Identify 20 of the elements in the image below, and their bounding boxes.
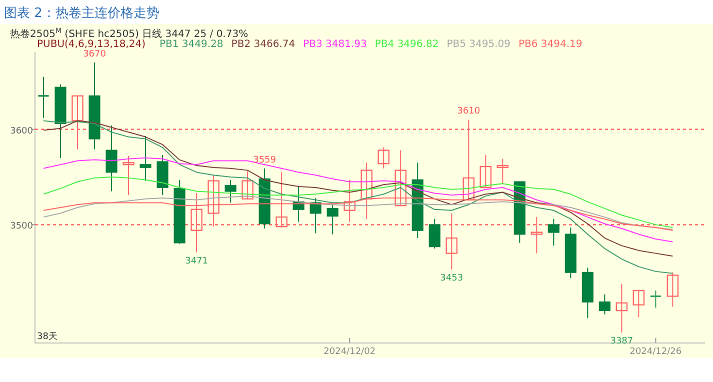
text: PB4 3496.82 bbox=[374, 39, 439, 50]
annotation: 38天 bbox=[37, 331, 58, 342]
text: PB2 3466.74 bbox=[231, 39, 296, 50]
chart-title: 图表 2：热卷主连价格走势 bbox=[4, 5, 160, 21]
annotation: 3471 bbox=[185, 256, 208, 266]
legend-title: PUBU(4,6,9,13,18,24) bbox=[37, 39, 146, 50]
text: PB5 3495.09 bbox=[446, 39, 510, 50]
y-tick-label: 3600 bbox=[10, 126, 34, 136]
x-tick-label: 2024/12/26 bbox=[630, 347, 682, 357]
text: PB6 3494.19 bbox=[518, 39, 582, 50]
text: PB1 3449.28 bbox=[160, 39, 224, 50]
annotation: 3453 bbox=[440, 274, 464, 284]
annotation: 3610 bbox=[457, 106, 480, 117]
x-tick-label: 2024/12/02 bbox=[324, 347, 376, 357]
annotation: 3387 bbox=[610, 336, 634, 347]
y-tick-label: 3500 bbox=[10, 222, 34, 232]
chart-subtitle: 热卷2505$^{M}$ (SHFE hc2505) 日线 3447 25 / 0.73% bbox=[10, 27, 248, 40]
text: PB3 3481.93 bbox=[303, 39, 367, 50]
annotation: 3559 bbox=[253, 155, 276, 166]
annotation: 3670 bbox=[83, 49, 106, 60]
